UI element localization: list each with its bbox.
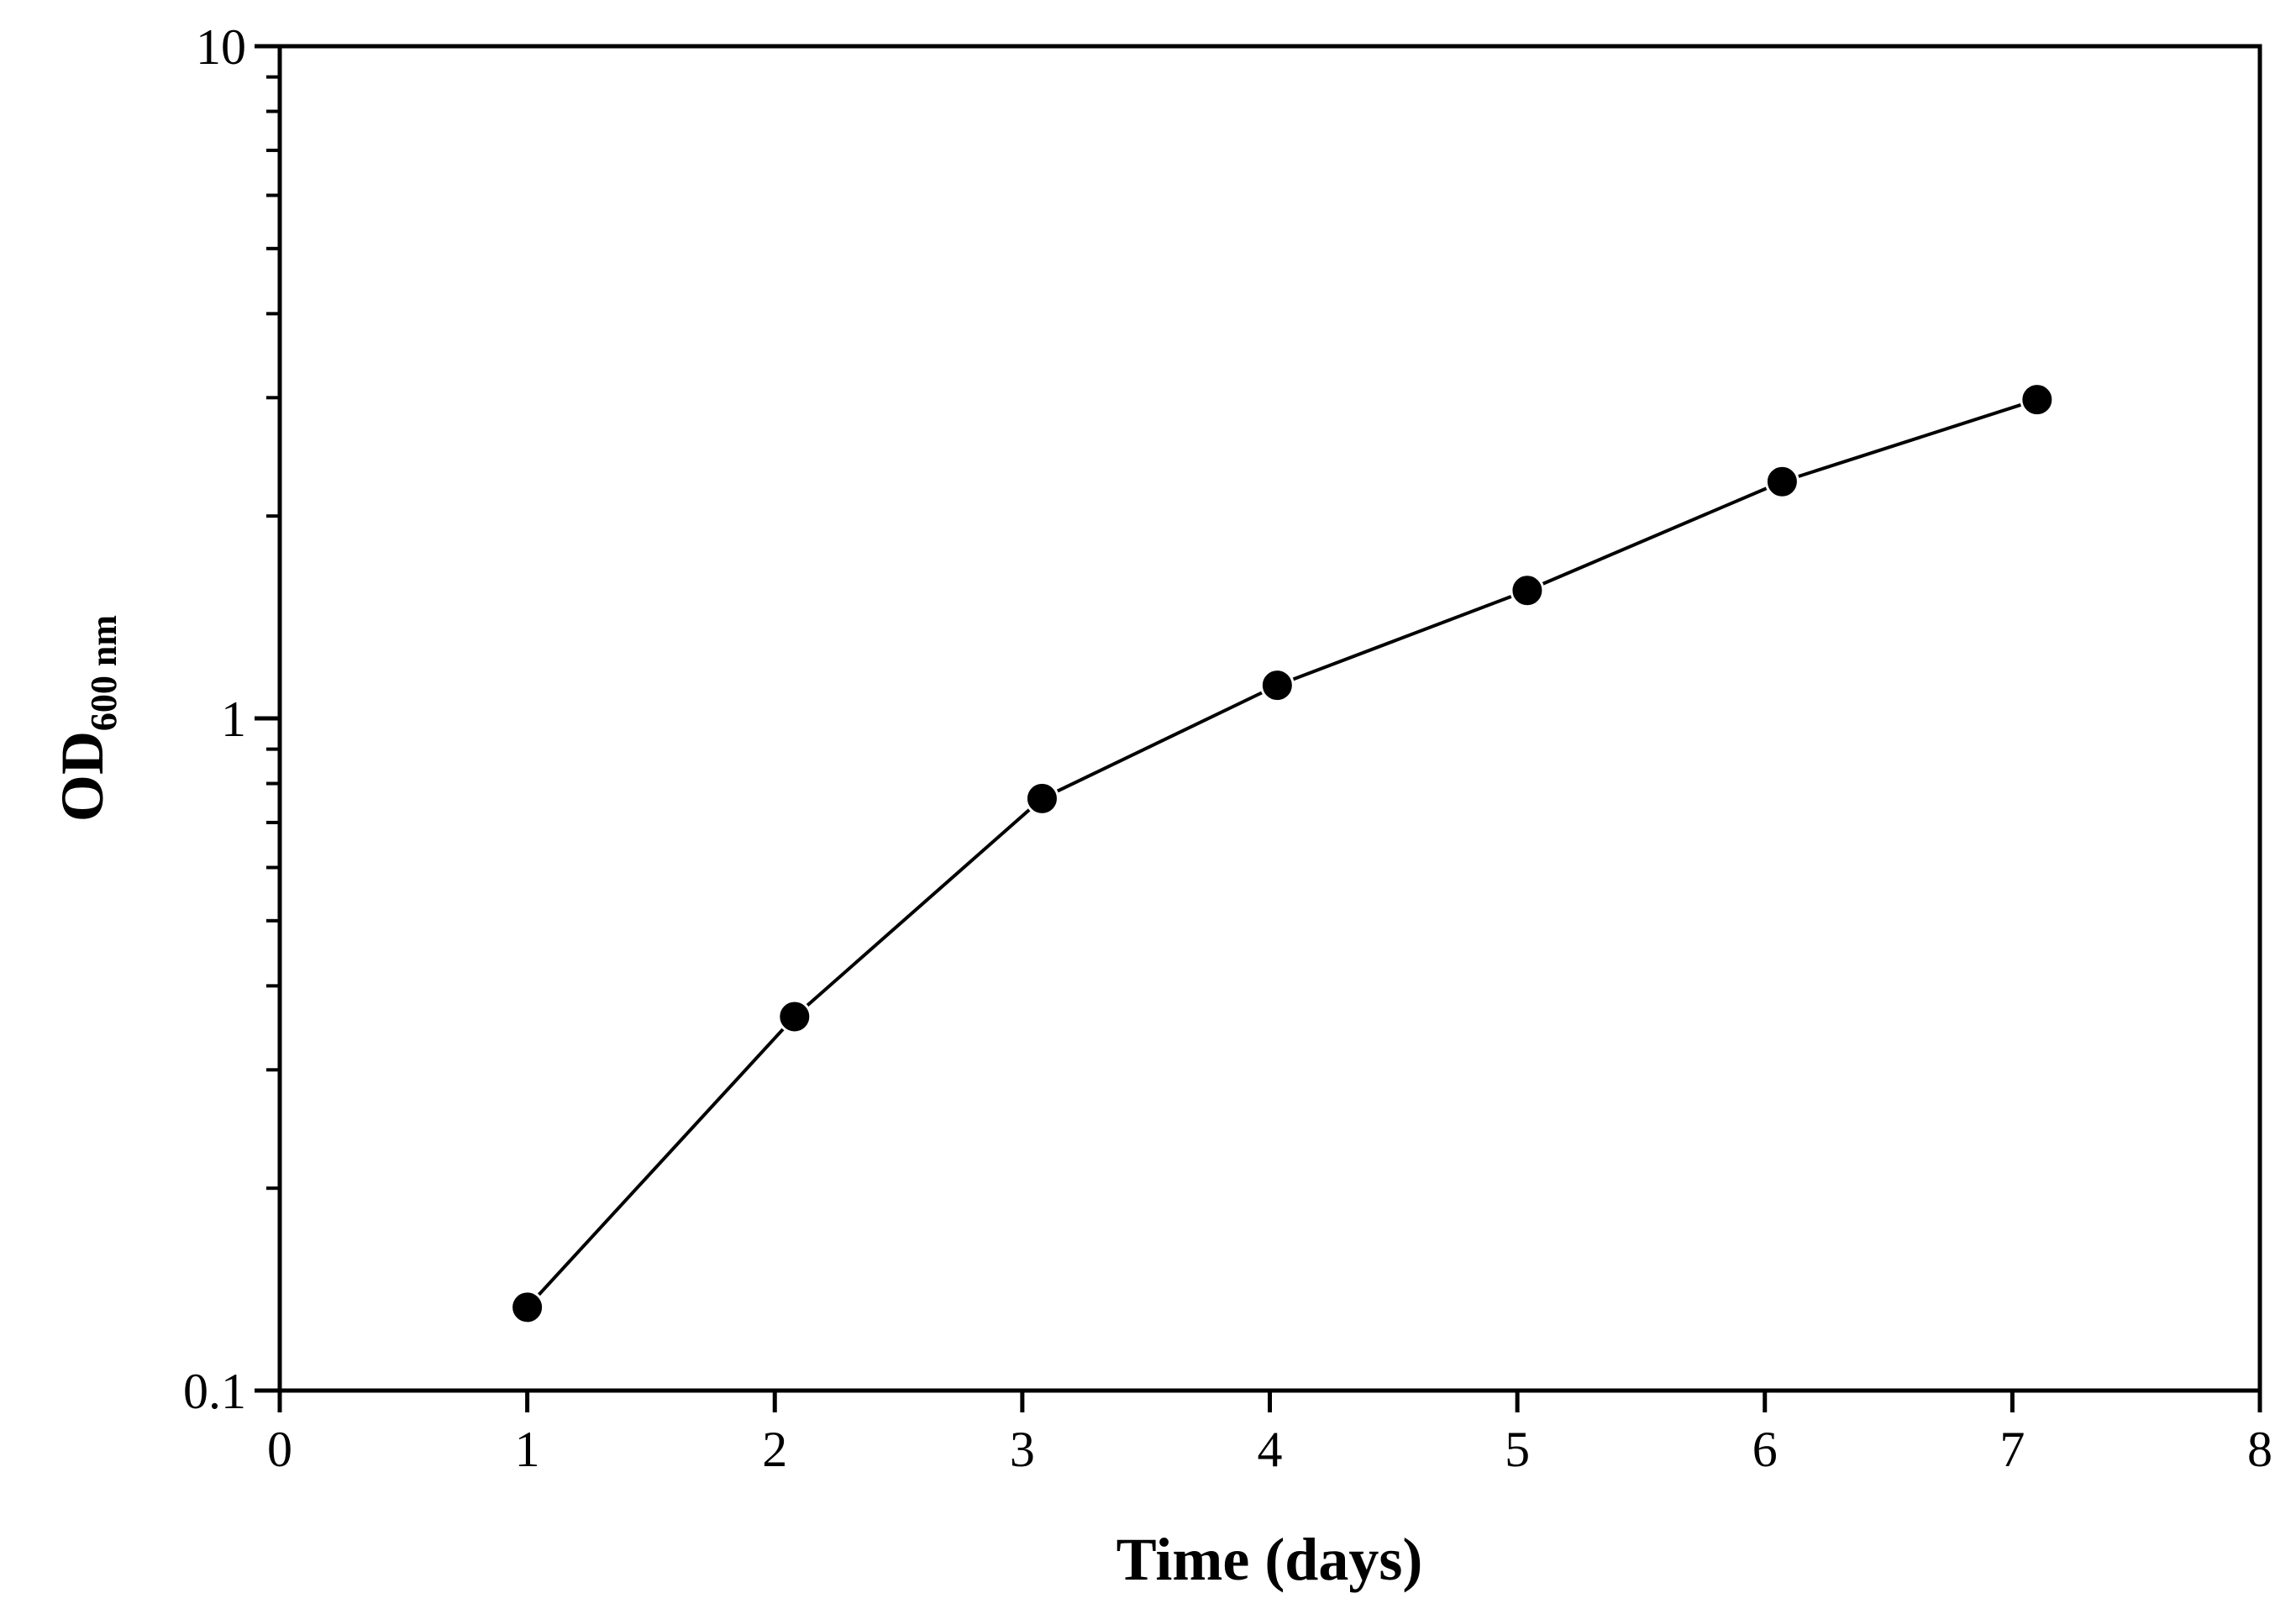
data-point	[1259, 668, 1295, 703]
series-line-segment	[526, 1015, 796, 1309]
y-tick-label: 10	[196, 19, 246, 75]
y-axis-title-subscript: 600 nm	[83, 615, 124, 731]
data-point	[1764, 464, 1799, 499]
y-axis-title-main: OD	[49, 731, 116, 822]
series-line-segment	[1041, 683, 1279, 801]
data-point	[2020, 382, 2055, 418]
series-points	[510, 382, 2055, 1325]
series-line-segment	[793, 797, 1043, 1018]
data-point	[510, 1290, 545, 1325]
x-tick-label: 2	[762, 1422, 787, 1477]
series-line-segment	[1781, 397, 2038, 484]
plot-area-frame	[277, 44, 2262, 1393]
x-tick-label: 7	[1999, 1422, 2025, 1477]
x-axis-ticks: 0 1 2 3 4 5 6 7 8	[267, 1391, 2272, 1477]
y-axis-title: OD600 nm	[49, 615, 124, 822]
series-line-segment	[1276, 588, 1528, 687]
data-point	[777, 999, 812, 1034]
x-axis-title: Time (days)	[1116, 1526, 1423, 1593]
series-line-segment	[1526, 480, 1784, 592]
x-tick-label: 3	[1010, 1422, 1035, 1477]
x-tick-label: 8	[2247, 1422, 2272, 1477]
x-tick-label: 5	[1505, 1422, 1530, 1477]
y-axis-ticks: 0.1 1 10	[183, 19, 280, 1419]
x-tick-label: 1	[515, 1422, 540, 1477]
y-tick-label: 0.1	[183, 1364, 246, 1419]
x-tick-label: 6	[1752, 1422, 1778, 1477]
series-lines	[526, 397, 2038, 1309]
x-tick-label: 0	[267, 1422, 292, 1477]
y-tick-label: 1	[221, 691, 246, 747]
data-point	[1510, 573, 1545, 608]
x-tick-label: 4	[1258, 1422, 1283, 1477]
y-minor-ticks	[266, 75, 280, 1191]
data-point	[1024, 781, 1059, 816]
